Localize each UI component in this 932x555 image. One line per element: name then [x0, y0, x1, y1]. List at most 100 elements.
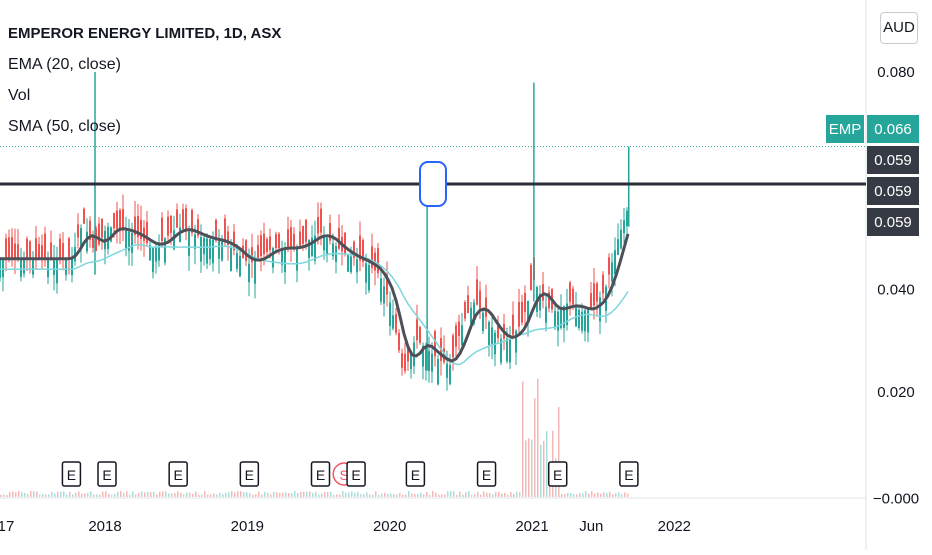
candle-body	[98, 223, 100, 245]
candle-body	[410, 352, 412, 370]
candle-body	[596, 283, 598, 302]
volume-bar	[516, 491, 518, 497]
candle-body	[311, 237, 313, 256]
candle-body	[218, 241, 220, 259]
volume-bar	[417, 493, 419, 497]
candle-body	[377, 248, 379, 274]
x-tick-label: 17	[0, 518, 14, 535]
volume-bar	[408, 491, 410, 497]
volume-bar	[573, 494, 575, 497]
candle-body	[626, 210, 628, 227]
volume-bar	[99, 494, 101, 497]
y-tick-label: −0.000	[873, 491, 919, 508]
volume-bar	[66, 494, 68, 497]
candle-body	[452, 335, 454, 358]
volume-bar	[540, 444, 542, 497]
sma-line	[0, 243, 629, 366]
legend-ema[interactable]: EMA (20, close)	[8, 56, 121, 73]
currency-button[interactable]: AUD	[880, 12, 918, 44]
earnings-badge[interactable]: E	[547, 461, 568, 487]
earnings-badge[interactable]: E	[346, 461, 366, 487]
legend-title[interactable]: EMPEROR ENERGY LIMITED, 1D, ASX	[8, 25, 282, 42]
candle-body	[185, 208, 187, 231]
earnings-badge[interactable]: E	[476, 461, 497, 487]
candle-body	[608, 257, 610, 275]
candle-body	[203, 237, 205, 255]
candle-body	[365, 263, 367, 283]
earnings-badge[interactable]: E	[97, 461, 117, 487]
event-badge-label: E	[316, 467, 325, 483]
earnings-badge[interactable]: E	[239, 461, 260, 487]
volume-bar	[303, 491, 305, 497]
volume-bar	[342, 491, 344, 497]
volume-bar	[354, 492, 356, 497]
volume-bar	[375, 491, 377, 497]
volume-bar	[435, 492, 437, 497]
volume-bar	[339, 494, 341, 497]
volume-bar	[156, 494, 158, 497]
volume-bar	[384, 492, 386, 497]
candle-body	[398, 332, 400, 351]
volume-bar	[243, 492, 245, 497]
volume-bar	[108, 493, 110, 497]
price-tag-bg	[867, 146, 919, 174]
earnings-badge-box	[239, 461, 260, 487]
legend-vol[interactable]: Vol	[8, 87, 31, 104]
volume-bar	[189, 492, 191, 497]
volume-bar	[0, 494, 2, 497]
x-tick-label: 2020	[373, 518, 406, 535]
volume-bar	[84, 493, 86, 497]
earnings-badge[interactable]: E	[61, 461, 82, 487]
candle-body	[305, 219, 307, 242]
earnings-badge[interactable]: E	[619, 461, 639, 487]
candle-body	[146, 221, 148, 244]
legend-sma[interactable]: SMA (50, close)	[8, 118, 121, 135]
candle-body	[404, 353, 406, 371]
volume-bar	[144, 492, 146, 497]
volume-bar	[240, 491, 242, 497]
chart-legend: EMPEROR ENERGY LIMITED, 1D, ASX EMA (20,…	[8, 18, 281, 142]
candle-body	[347, 255, 349, 272]
candle-body	[401, 353, 403, 368]
volume-bar	[177, 491, 179, 497]
price-tag-bg	[867, 115, 919, 143]
volume-bar	[258, 491, 260, 497]
volume-bar	[96, 494, 98, 497]
volume-bar	[324, 492, 326, 497]
candle-body	[284, 247, 286, 273]
candle-body	[290, 227, 292, 248]
event-badge-label: S	[340, 467, 349, 483]
volume-series	[0, 378, 629, 497]
volume-bar	[42, 494, 44, 497]
earnings-badge[interactable]: E	[168, 461, 188, 487]
volume-bar	[141, 491, 143, 497]
earnings-badge[interactable]: E	[310, 461, 331, 487]
candle-body	[41, 245, 43, 259]
candle-body	[245, 240, 247, 262]
line-drag-handle[interactable]	[419, 160, 447, 207]
earnings-badge-box	[405, 461, 426, 487]
candle-body	[95, 228, 97, 252]
ema-line	[0, 227, 630, 363]
volume-bar	[585, 491, 587, 497]
event-badge-label: E	[245, 467, 254, 483]
candle-body	[392, 315, 394, 329]
volume-bar	[360, 494, 362, 497]
candle-body	[257, 245, 259, 259]
candle-body	[482, 312, 484, 332]
candle-body	[569, 282, 571, 302]
volume-bar	[531, 439, 533, 497]
volume-bar	[33, 491, 35, 497]
candle-body	[380, 278, 382, 302]
candle-body	[299, 231, 301, 246]
candle-body	[56, 258, 58, 284]
candle-body	[389, 302, 391, 327]
candle-body	[545, 306, 547, 323]
candle-body	[323, 235, 325, 251]
volume-bar	[561, 494, 563, 497]
earnings-badge[interactable]: E	[405, 461, 426, 487]
volume-bar	[399, 493, 401, 497]
